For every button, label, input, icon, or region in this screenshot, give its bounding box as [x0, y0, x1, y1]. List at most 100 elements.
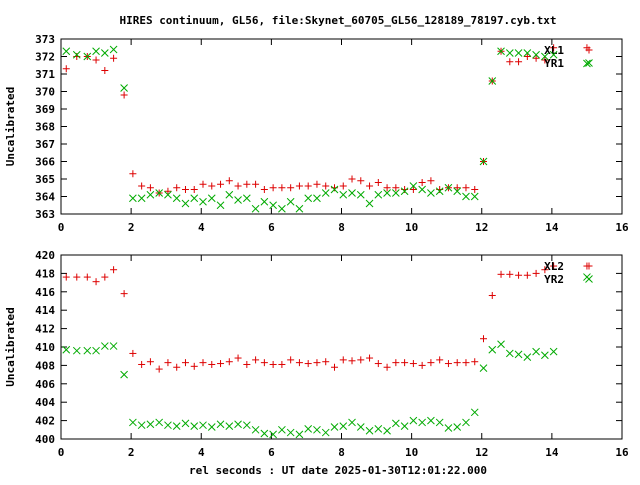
data-point — [418, 179, 426, 186]
data-point — [549, 50, 558, 59]
data-point — [269, 184, 277, 192]
data-point — [190, 194, 199, 203]
data-point — [252, 180, 260, 188]
x-tick-label: 4 — [198, 221, 205, 234]
x-tick-label: 16 — [615, 221, 629, 234]
x-tick-label: 0 — [58, 446, 65, 459]
plot-frame — [60, 38, 623, 215]
data-point — [427, 189, 435, 197]
data-point — [409, 416, 418, 425]
data-point — [392, 359, 400, 367]
data-point — [383, 363, 391, 371]
data-point — [322, 358, 330, 366]
data-point — [304, 194, 313, 203]
y-tick-label: 406 — [35, 378, 55, 391]
data-point — [164, 359, 172, 367]
data-point — [322, 182, 330, 190]
y-tick-label: 410 — [35, 341, 55, 354]
data-point — [462, 184, 470, 192]
data-point — [109, 45, 118, 54]
x-tick-label: 12 — [475, 446, 488, 459]
data-point — [199, 180, 207, 188]
data-point — [251, 425, 260, 434]
data-point — [278, 360, 286, 368]
data-point — [409, 186, 417, 193]
data-point — [199, 421, 207, 430]
legend-label: XL1 — [544, 44, 564, 57]
legend-marker — [585, 262, 593, 270]
series-YR1 — [62, 45, 591, 213]
data-point — [190, 362, 198, 370]
data-point — [216, 201, 225, 210]
y-axis-label: Uncalibrated — [4, 307, 17, 386]
data-point — [365, 426, 374, 435]
y-tick-label: 366 — [35, 156, 55, 169]
data-point — [497, 340, 505, 349]
data-point — [339, 422, 348, 430]
data-point — [418, 185, 426, 194]
data-point — [62, 47, 71, 56]
data-point — [523, 271, 531, 279]
data-point — [470, 408, 479, 417]
data-point — [252, 356, 260, 364]
data-point — [217, 360, 225, 368]
data-point — [110, 266, 118, 274]
data-point — [129, 170, 137, 178]
data-point — [92, 47, 100, 56]
data-point — [181, 419, 190, 428]
data-point — [173, 363, 181, 371]
data-point — [374, 190, 383, 199]
data-point — [92, 346, 100, 355]
data-point — [72, 346, 81, 355]
data-point — [523, 49, 532, 57]
data-point — [251, 204, 260, 213]
data-point — [435, 418, 444, 427]
data-point — [348, 175, 356, 183]
data-point — [514, 49, 523, 57]
data-point — [339, 190, 348, 199]
data-point — [269, 430, 277, 439]
data-point — [356, 423, 365, 431]
data-point — [181, 199, 190, 208]
data-point — [155, 418, 164, 427]
data-point — [225, 190, 234, 199]
data-point — [523, 53, 531, 60]
data-point — [234, 196, 242, 204]
data-point — [497, 47, 505, 56]
data-point — [479, 157, 488, 166]
data-point — [583, 59, 591, 68]
y-tick-label: 416 — [35, 286, 55, 299]
data-point — [225, 422, 234, 430]
data-point — [497, 270, 505, 278]
data-point — [155, 365, 163, 373]
data-point — [138, 360, 146, 368]
data-point — [62, 65, 70, 73]
data-point — [470, 192, 479, 201]
x-tick-label: 0 — [58, 221, 65, 234]
data-point — [532, 269, 540, 277]
legend-marker — [585, 59, 593, 67]
data-point — [532, 347, 540, 356]
data-point — [313, 194, 321, 203]
data-point — [295, 204, 304, 213]
data-point — [278, 425, 286, 434]
data-point — [181, 186, 189, 193]
x-tick-label: 6 — [268, 446, 275, 459]
data-point — [92, 56, 100, 64]
legend-label: YR1 — [544, 57, 564, 70]
data-point — [541, 351, 549, 360]
data-point — [243, 180, 251, 188]
plot-panel-1: 363 364 365 366 367 368 369 370 371 372 373 0 2 4 6 8 10… — [4, 33, 629, 234]
data-point — [409, 360, 417, 368]
data-point — [83, 346, 92, 355]
data-point — [242, 421, 251, 430]
data-point — [207, 194, 216, 203]
x-tick-label: 8 — [338, 446, 345, 459]
data-point — [295, 182, 303, 190]
data-point — [488, 345, 497, 354]
data-point — [550, 262, 558, 270]
y-tick-label: 420 — [35, 249, 55, 262]
data-point — [462, 359, 470, 367]
data-point — [146, 420, 155, 429]
data-point — [330, 423, 339, 431]
